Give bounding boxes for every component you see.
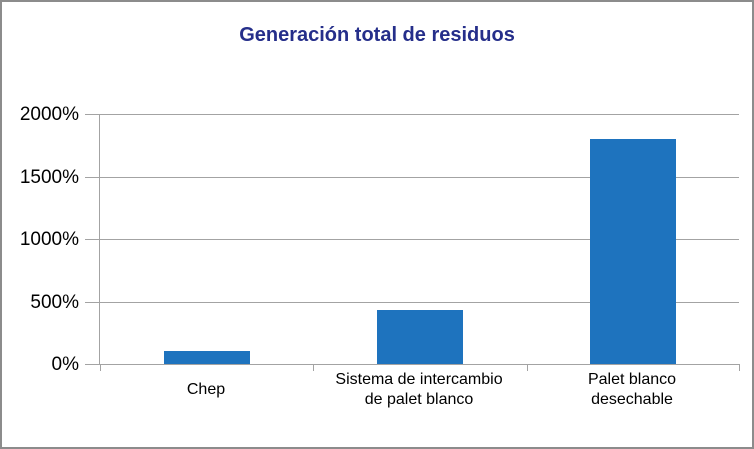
y-axis-tick xyxy=(85,301,100,303)
y-axis-tick-label: 500% xyxy=(30,291,79,313)
x-axis: Chep Sistema de intercambio de palet blan… xyxy=(99,368,739,414)
bar-1 xyxy=(164,351,250,364)
x-axis-category-label: Sistema de intercambio de palet blanco xyxy=(335,371,503,408)
y-axis-tick xyxy=(85,364,100,365)
y-axis-tick-label: 1000% xyxy=(19,229,79,250)
plot-area xyxy=(85,114,740,371)
x-axis-tick xyxy=(527,364,528,371)
x-axis-tick xyxy=(313,364,314,371)
x-axis-tick xyxy=(739,364,740,371)
bar-3 xyxy=(590,139,676,364)
y-axis-tick xyxy=(85,114,100,115)
gridline xyxy=(100,301,739,303)
x-axis-category-label: Palet blanco desechable xyxy=(587,371,677,408)
gridline xyxy=(100,239,739,240)
y-axis-tick xyxy=(85,176,100,178)
y-axis-tick-label: 2000% xyxy=(19,104,79,125)
y-axis-tick-label: 0% xyxy=(51,354,79,375)
bar-2 xyxy=(377,310,463,364)
y-axis-tick-label: 1500% xyxy=(19,166,79,188)
gridline xyxy=(100,114,739,115)
y-axis: 0% 500% 1000% 1500% 2000% xyxy=(2,104,79,375)
gridline xyxy=(100,176,739,178)
x-axis-tick xyxy=(100,364,101,371)
x-axis-category-label: Chep xyxy=(186,381,226,399)
y-axis-tick xyxy=(85,239,100,240)
chart-title: Generación total de residuos xyxy=(239,24,515,46)
